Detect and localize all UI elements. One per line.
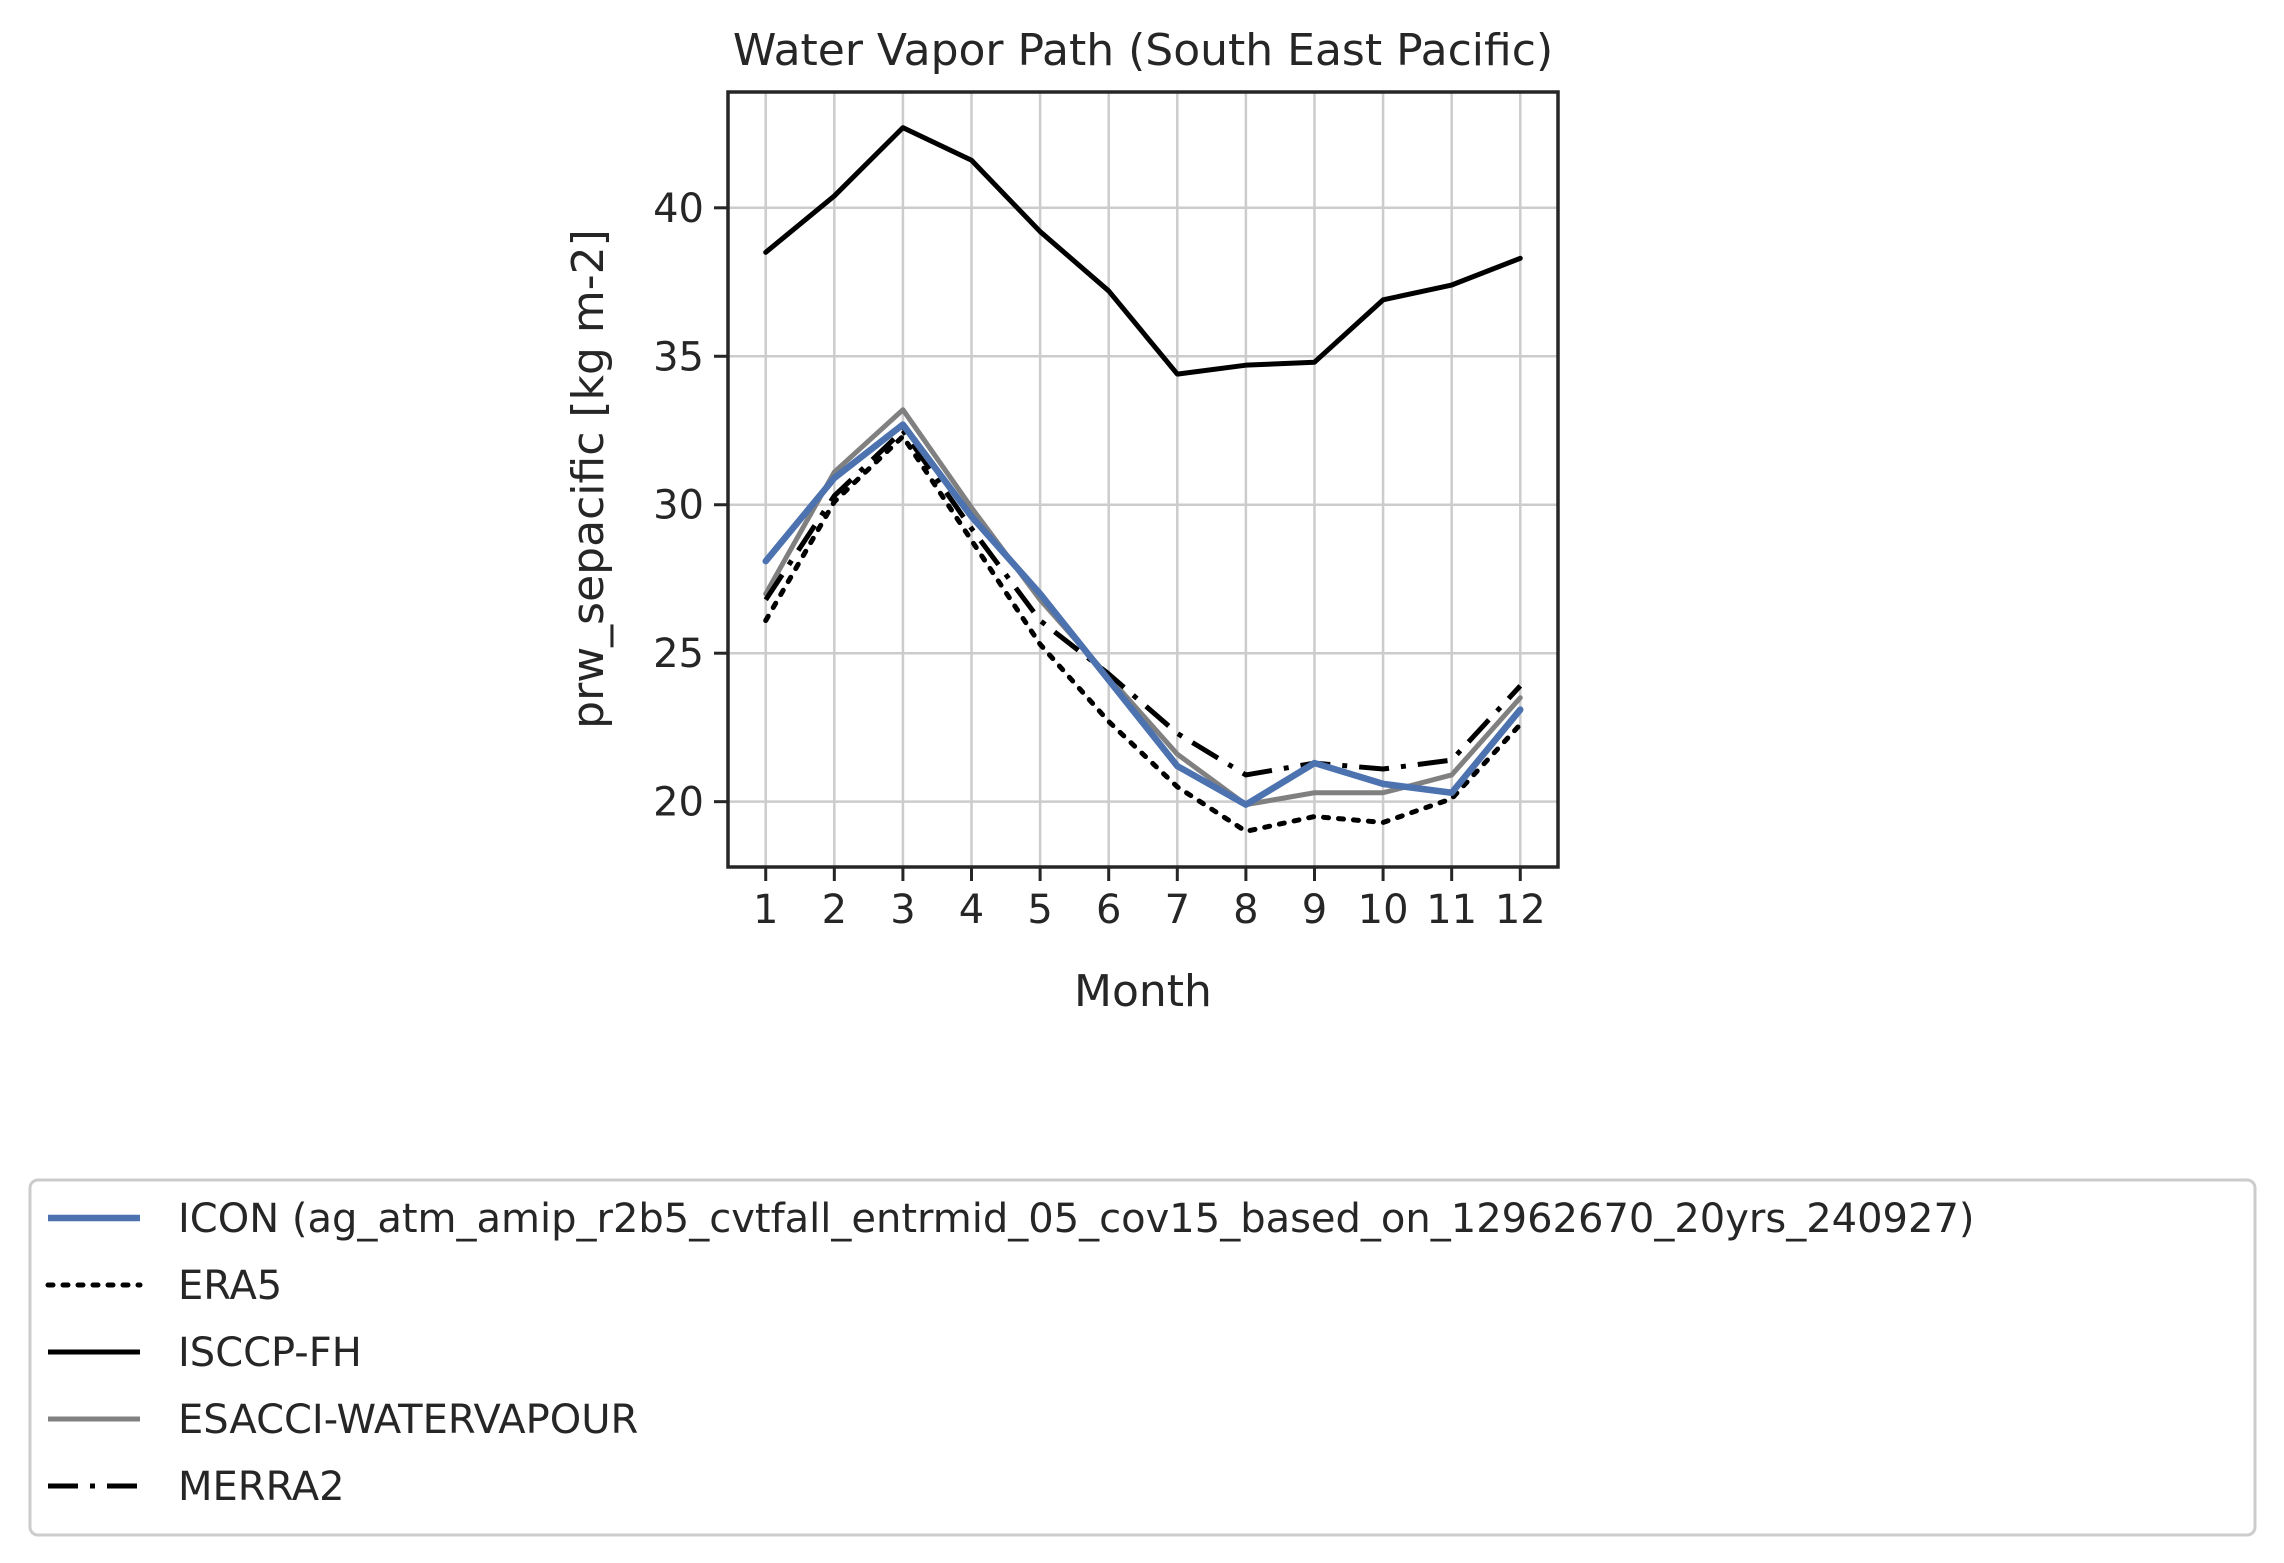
- x-tick-label: 7: [1165, 887, 1190, 933]
- chart-title: Water Vapor Path (South East Pacific): [733, 25, 1553, 76]
- x-tick-label: 3: [890, 887, 915, 933]
- series-line-merra2: [763, 428, 1523, 778]
- legend: ICON (ag_atm_amip_r2b5_cvtfall_entrmid_0…: [28, 1178, 2257, 1537]
- series-line-esacci-watervapour: [763, 407, 1523, 808]
- y-tick-label: 35: [653, 334, 704, 380]
- y-axis-label: prw_sepacific [kg m-2]: [563, 229, 614, 729]
- legend-frame: [28, 1178, 2257, 1537]
- x-tick-label: 11: [1426, 887, 1477, 933]
- series-line-icon-ag-atm-amip-r2b5-cv: [762, 421, 1524, 808]
- x-axis-label: Month: [1074, 966, 1212, 1017]
- y-tick-label: 30: [653, 483, 704, 529]
- y-tick-label: 40: [653, 186, 704, 232]
- x-tick-label: 10: [1358, 887, 1409, 933]
- y-tick-label: 20: [653, 780, 704, 826]
- x-tick-label: 12: [1495, 887, 1546, 933]
- x-tick-label: 4: [959, 887, 984, 933]
- x-tick-label: 5: [1027, 887, 1052, 933]
- y-axis: 20 25 30 35 40: [653, 186, 728, 826]
- x-tick-label: 2: [822, 887, 847, 933]
- x-tick-label: 8: [1233, 887, 1258, 933]
- legend-label: ESACCI-WATERVAPOUR: [178, 1397, 638, 1443]
- series-line-isccp-fh: [763, 125, 1523, 377]
- plot-frame: [726, 90, 1560, 869]
- legend-label: ERA5: [178, 1263, 282, 1309]
- y-tick-label: 25: [653, 631, 704, 677]
- x-tick-label: 9: [1302, 887, 1327, 933]
- series-layer: [762, 125, 1524, 834]
- legend-label: ICON (ag_atm_amip_r2b5_cvtfall_entrmid_0…: [178, 1196, 1975, 1242]
- legend-label: MERRA2: [178, 1464, 345, 1510]
- series-line-era5: [763, 433, 1523, 834]
- x-tick-label: 1: [753, 887, 778, 933]
- legend-label: ISCCP-FH: [178, 1330, 362, 1376]
- x-tick-label: 6: [1096, 887, 1121, 933]
- x-axis: 1 2 3 4 5 6 7 8 9 10 11 12: [753, 867, 1546, 933]
- grid: [728, 92, 1558, 867]
